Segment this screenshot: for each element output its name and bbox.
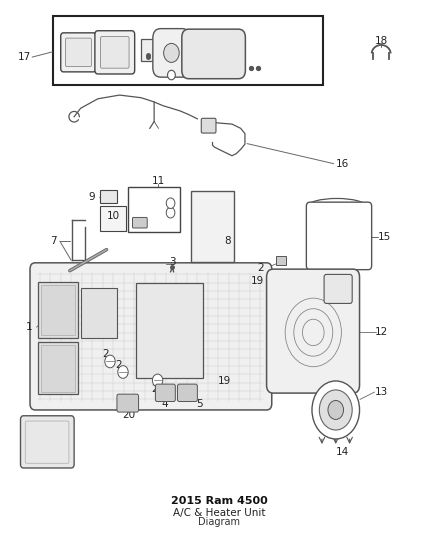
Text: 16: 16 <box>336 159 349 168</box>
Text: 2015 Ram 4500: 2015 Ram 4500 <box>171 496 267 506</box>
Text: 3: 3 <box>170 257 176 267</box>
Text: 4: 4 <box>162 399 168 409</box>
Bar <box>81 288 117 338</box>
FancyBboxPatch shape <box>66 38 92 67</box>
Text: 2: 2 <box>102 349 109 359</box>
Text: 12: 12 <box>374 327 388 337</box>
Circle shape <box>166 207 175 218</box>
Bar <box>38 342 78 394</box>
Bar <box>100 206 126 231</box>
FancyBboxPatch shape <box>95 31 134 74</box>
Text: 14: 14 <box>336 447 349 457</box>
FancyBboxPatch shape <box>133 217 147 228</box>
Circle shape <box>105 355 115 368</box>
Bar <box>53 16 323 85</box>
FancyBboxPatch shape <box>61 33 96 72</box>
Circle shape <box>164 43 179 62</box>
Text: 2: 2 <box>115 360 122 369</box>
Bar <box>100 190 117 203</box>
Text: 7: 7 <box>50 236 57 246</box>
Bar <box>38 282 78 338</box>
Text: 10: 10 <box>106 211 120 221</box>
FancyBboxPatch shape <box>21 416 74 468</box>
Text: 2: 2 <box>152 384 158 394</box>
FancyBboxPatch shape <box>201 118 216 133</box>
FancyBboxPatch shape <box>155 384 175 401</box>
FancyBboxPatch shape <box>30 263 272 410</box>
Bar <box>141 39 155 61</box>
Circle shape <box>166 198 175 208</box>
FancyBboxPatch shape <box>100 37 129 68</box>
Text: 2: 2 <box>257 263 263 272</box>
Text: 18: 18 <box>374 36 388 46</box>
Circle shape <box>319 390 352 430</box>
Circle shape <box>118 366 128 378</box>
Circle shape <box>328 400 343 419</box>
Bar <box>276 256 286 265</box>
Text: 1: 1 <box>26 322 33 332</box>
Text: 19: 19 <box>218 376 231 386</box>
Circle shape <box>152 374 163 387</box>
Text: 6: 6 <box>25 440 32 450</box>
Text: Diagram: Diagram <box>198 517 240 527</box>
Text: A/C & Heater Unit: A/C & Heater Unit <box>173 508 265 519</box>
Bar <box>128 188 180 232</box>
Text: 8: 8 <box>224 236 231 246</box>
Circle shape <box>312 381 360 439</box>
Bar <box>136 284 203 378</box>
Text: 17: 17 <box>18 52 31 62</box>
FancyBboxPatch shape <box>324 274 352 303</box>
FancyBboxPatch shape <box>117 394 138 412</box>
Bar <box>41 345 75 392</box>
Text: 19: 19 <box>251 276 264 286</box>
FancyBboxPatch shape <box>182 29 245 79</box>
Text: 15: 15 <box>378 232 391 243</box>
Text: 13: 13 <box>374 387 388 397</box>
Bar <box>41 286 75 335</box>
FancyBboxPatch shape <box>267 269 360 393</box>
Text: 20: 20 <box>123 410 136 420</box>
FancyBboxPatch shape <box>306 202 372 270</box>
FancyBboxPatch shape <box>153 29 190 77</box>
Circle shape <box>168 70 175 80</box>
Text: 9: 9 <box>88 192 95 202</box>
Text: 11: 11 <box>152 176 165 186</box>
FancyBboxPatch shape <box>177 384 198 401</box>
Bar <box>191 191 234 262</box>
Text: 5: 5 <box>196 399 203 409</box>
